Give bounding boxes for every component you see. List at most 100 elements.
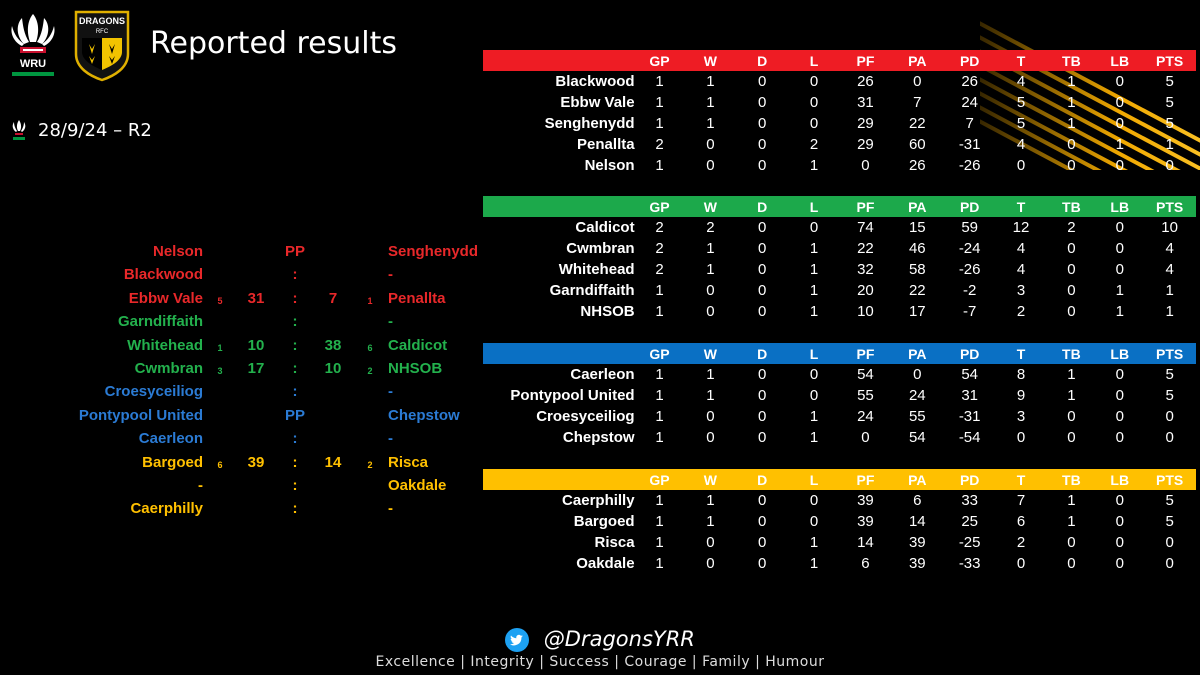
stat-pts: 5 — [1165, 73, 1174, 90]
league-table-red: GP W D L PF PA PD T TB LB PTS Blackwood 1 1 0 0 26 0 26 4 1 0… — [483, 50, 1196, 176]
stat-d: 0 — [758, 534, 767, 551]
stat-pts: 1 — [1165, 303, 1174, 320]
stat-pf: 6 — [861, 555, 870, 572]
team-name: Oakdale — [576, 555, 635, 572]
stat-l: 1 — [809, 408, 819, 425]
stat-pd: -26 — [958, 157, 981, 174]
stat-t: 0 — [1016, 555, 1026, 572]
stat-pd: 59 — [961, 219, 978, 236]
away-team: - — [388, 266, 393, 284]
stat-pf: 29 — [857, 115, 874, 132]
fixture-row: -: Oakdale — [0, 477, 480, 499]
team-name: Whitehead — [558, 261, 635, 278]
fixture-row: Whitehead 1 10: 38 6 Caldicot — [0, 337, 480, 359]
team-name: Penallta — [577, 136, 635, 153]
team-name: Senghenydd — [544, 115, 635, 132]
stat-tb: 0 — [1067, 408, 1076, 425]
stat-pts: 0 — [1165, 429, 1174, 446]
stat-gp: 2 — [655, 136, 664, 153]
home-bonus: 6 — [217, 459, 223, 470]
stat-pa: 15 — [908, 219, 926, 236]
stat-w: 1 — [706, 73, 715, 90]
table-row: Pontypool United 1 1 0 0 55 24 31 9 1 0 5 — [483, 385, 1196, 406]
score-separator: : — [292, 289, 298, 307]
stat-lb: 0 — [1115, 513, 1124, 530]
score-separator: : — [292, 453, 298, 471]
header-l: L — [809, 345, 819, 362]
header-l: L — [809, 471, 819, 488]
stat-pf: 0 — [861, 157, 870, 174]
stat-tb: 0 — [1067, 429, 1076, 446]
table-header: GP W D L PF PA PD T TB LB PTS — [483, 196, 1196, 217]
away-score: 38 — [324, 336, 342, 354]
header-lb: LB — [1110, 471, 1130, 488]
away-team: Oakdale — [388, 477, 447, 494]
home-team: Pontypool United — [78, 406, 203, 424]
header-gp: GP — [649, 471, 670, 488]
header-tb: TB — [1062, 52, 1081, 69]
stat-lb: 0 — [1115, 429, 1124, 446]
away-team: Penallta — [388, 289, 446, 307]
round-date-label: 28/9/24 – R2 — [38, 120, 152, 141]
away-bonus: 1 — [367, 295, 373, 306]
stat-lb: 1 — [1115, 303, 1124, 320]
table-row: Senghenydd 1 1 0 0 29 22 7 5 1 0 5 — [483, 113, 1196, 134]
stat-w: 1 — [706, 387, 715, 404]
stat-w: 2 — [706, 219, 715, 236]
stat-gp: 1 — [655, 408, 664, 425]
table-header: GP W D L PF PA PD T TB LB PTS — [483, 469, 1196, 490]
table-row: Oakdale 1 0 0 1 6 39 -33 0 0 0 0 — [483, 553, 1196, 574]
score-separator: PP — [284, 243, 305, 260]
stat-pa: 39 — [908, 534, 926, 551]
stat-pts: 5 — [1165, 115, 1174, 132]
stat-pts: 4 — [1165, 240, 1174, 257]
stat-pa: 39 — [908, 555, 926, 572]
stat-pd: -25 — [958, 534, 981, 551]
header-pd: PD — [959, 198, 980, 215]
team-name: Nelson — [584, 157, 635, 174]
stat-t: 4 — [1016, 73, 1026, 90]
header-gp: GP — [649, 52, 670, 69]
header-t: T — [1016, 52, 1026, 69]
stat-pts: 1 — [1165, 282, 1174, 299]
header-l: L — [809, 198, 819, 215]
home-score: 17 — [247, 360, 265, 377]
score-separator: : — [292, 266, 298, 284]
twitter-handle[interactable]: @DragonsYRR — [543, 627, 695, 651]
stat-t: 0 — [1016, 157, 1026, 174]
stat-d: 0 — [758, 136, 767, 153]
wru-logo-text: WRU — [20, 58, 46, 70]
away-bonus: 2 — [367, 459, 373, 470]
header-tb: TB — [1062, 471, 1081, 488]
stat-w: 0 — [706, 408, 715, 425]
twitter-icon — [505, 628, 530, 652]
stat-d: 0 — [758, 219, 767, 236]
header-t: T — [1016, 345, 1026, 362]
header-d: D — [757, 52, 768, 69]
stat-t: 3 — [1016, 282, 1026, 299]
fixture-row: Bargoed 6 39: 14 2 Risca — [0, 454, 480, 476]
stat-pts: 1 — [1165, 136, 1174, 153]
fixture-row: Nelson PP Senghenydd — [0, 243, 480, 265]
away-bonus: 2 — [367, 366, 373, 376]
home-team: Bargoed — [142, 453, 203, 471]
stat-tb: 1 — [1067, 115, 1076, 132]
stat-pf: 39 — [857, 492, 874, 509]
table-row: Garndiffaith 1 0 0 1 20 22 -2 3 0 1 1 — [483, 280, 1196, 301]
away-team: Chepstow — [388, 406, 460, 424]
stat-d: 0 — [758, 366, 767, 383]
header-pa: PA — [908, 52, 927, 69]
away-team: NHSOB — [388, 360, 443, 377]
header-t: T — [1016, 471, 1026, 488]
stat-pa: 60 — [908, 136, 926, 153]
stat-d: 0 — [758, 492, 767, 509]
stat-tb: 1 — [1067, 492, 1076, 509]
stat-lb: 0 — [1115, 261, 1124, 278]
stat-lb: 1 — [1115, 282, 1124, 299]
stat-lb: 0 — [1115, 387, 1124, 404]
away-score: 10 — [324, 360, 342, 377]
stat-d: 0 — [758, 513, 767, 530]
stat-w: 1 — [706, 513, 715, 530]
stat-w: 1 — [706, 261, 715, 278]
stat-pd: -31 — [958, 136, 981, 153]
